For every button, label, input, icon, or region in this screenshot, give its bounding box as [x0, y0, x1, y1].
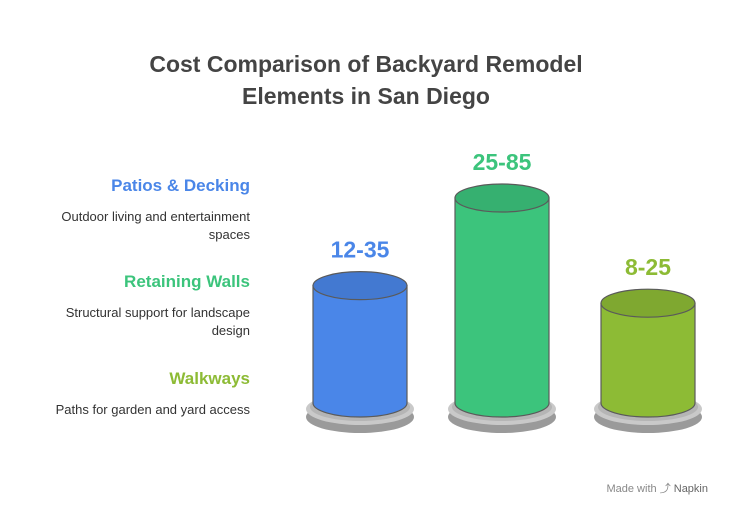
legend-item-retaining-walls: Retaining Walls Structural support for l… [20, 272, 250, 340]
bar-3-value-label: 8-25 [625, 254, 671, 280]
legend-desc-retaining-walls-line-1: Structural support for landscape [65, 305, 250, 320]
legend-desc-retaining-walls: Structural support for landscape design [20, 304, 250, 340]
legend-desc-patios-line-2: spaces [208, 227, 250, 242]
bar-2-body [454, 197, 550, 418]
bar-1-top [312, 271, 408, 301]
bar-2-value-label: 25-85 [473, 149, 532, 175]
chart-title: Cost Comparison of Backyard Remodel Elem… [0, 48, 732, 112]
legend-item-walkways: Walkways Paths for garden and yard acces… [20, 369, 250, 419]
legend-desc-walkways-line-1: Paths for garden and yard access [55, 402, 250, 417]
legend-desc-patios: Outdoor living and entertainment spaces [20, 208, 250, 244]
footer-prefix: Made with [606, 483, 657, 495]
chart-title-line-2: Elements in San Diego [242, 83, 490, 109]
legend-item-patios: Patios & Decking Outdoor living and ente… [20, 176, 250, 244]
napkin-logo-icon: ⤴ [659, 483, 671, 495]
legend-title-patios: Patios & Decking [111, 176, 250, 195]
legend-desc-walkways: Paths for garden and yard access [20, 401, 250, 419]
bar-2-top [454, 183, 550, 213]
bar-3-top [600, 288, 696, 318]
footer-attribution: Made with ⤴ Napkin [606, 480, 708, 496]
legend-title-walkways: Walkways [169, 369, 250, 388]
chart-title-line-1: Cost Comparison of Backyard Remodel [149, 51, 583, 77]
legend-title-retaining-walls: Retaining Walls [124, 272, 250, 291]
bar-3-body [600, 302, 696, 418]
footer-brand: Napkin [673, 483, 708, 495]
bar-1-body [312, 285, 408, 418]
legend-desc-patios-line-1: Outdoor living and entertainment [61, 209, 250, 224]
legend-desc-retaining-walls-line-2: design [211, 323, 250, 338]
bar-1-value-label: 12-35 [331, 237, 390, 263]
